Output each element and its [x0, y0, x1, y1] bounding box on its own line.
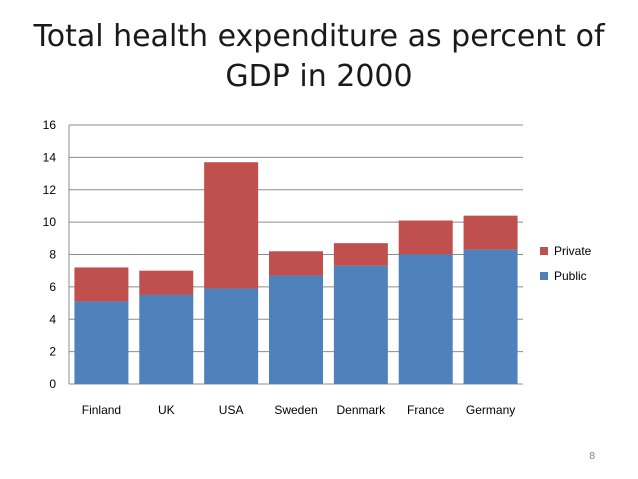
x-tick-label: Sweden [274, 403, 317, 417]
y-tick-label: 6 [49, 280, 56, 294]
x-tick-label: France [407, 403, 445, 417]
x-tick-label: Finland [82, 403, 121, 417]
slide-title: Total health expenditure as percent of G… [0, 17, 638, 97]
y-tick-label: 14 [43, 150, 57, 164]
bar-private-finland [74, 267, 129, 302]
page-number: 8 [589, 451, 596, 462]
bar-public-uk [139, 294, 194, 384]
y-tick-label: 4 [49, 312, 56, 326]
bar-private-sweden [269, 251, 323, 276]
bar-private-usa [204, 162, 259, 289]
legend-label-public: Public [554, 269, 587, 283]
x-tick-label: UK [158, 403, 175, 417]
bar-public-france [398, 254, 453, 384]
y-tick-label: 12 [43, 183, 57, 197]
bar-private-france [398, 220, 453, 255]
bar-public-germany [463, 249, 518, 384]
legend-swatch-public [540, 272, 548, 280]
bar-private-uk [139, 270, 194, 295]
x-tick-label: Denmark [337, 403, 387, 417]
title-line-1: Total health expenditure as percent of [33, 19, 605, 54]
bar-public-finland [74, 301, 129, 384]
bar-public-usa [204, 288, 259, 384]
y-tick-label: 8 [49, 248, 56, 262]
x-tick-label: USA [219, 403, 244, 417]
title-line-2: GDP in 2000 [225, 59, 413, 94]
x-tick-label: Germany [466, 403, 515, 417]
bar-private-germany [463, 215, 518, 250]
legend-swatch-private [540, 247, 548, 255]
y-tick-label: 2 [49, 345, 56, 359]
bar-public-sweden [269, 275, 323, 384]
y-tick-label: 16 [43, 118, 57, 132]
y-tick-label: 0 [49, 377, 56, 391]
bar-private-denmark [333, 243, 388, 266]
bar-public-denmark [333, 265, 388, 384]
legend-label-private: Private [554, 244, 592, 258]
y-tick-label: 10 [43, 215, 57, 229]
